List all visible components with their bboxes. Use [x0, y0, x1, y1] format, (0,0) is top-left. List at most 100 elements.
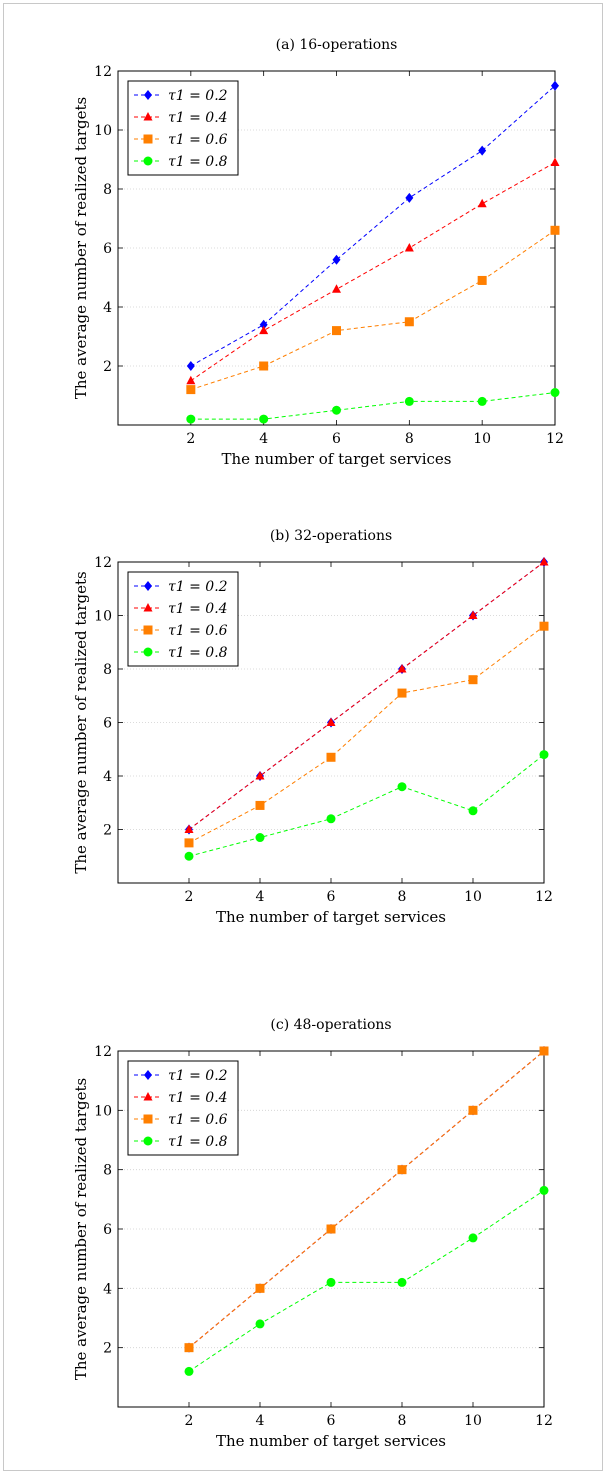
legend-marker [143, 1092, 153, 1101]
data-point [477, 275, 487, 285]
x-axis-title: The number of target services [216, 908, 446, 926]
x-tick-label: 10 [464, 1413, 482, 1429]
data-point [468, 1233, 478, 1243]
legend-label: τ1 = 0.8 [168, 154, 228, 170]
series-line [188, 1190, 545, 1372]
series-2 [184, 1046, 549, 1353]
data-point [332, 326, 341, 336]
y-tick-label: 2 [103, 823, 112, 839]
data-point [255, 833, 265, 843]
series-line [190, 162, 556, 382]
data-point [539, 1185, 549, 1195]
x-tick-label: 10 [464, 889, 482, 905]
legend-marker [143, 1136, 153, 1146]
data-point [326, 1277, 336, 1287]
data-point [326, 717, 336, 726]
data-point [259, 325, 269, 335]
legend-label: τ1 = 0.4 [168, 1090, 228, 1106]
data-point [397, 1277, 407, 1287]
data-point [259, 319, 268, 330]
x-tick-label: 12 [546, 431, 564, 447]
series-2 [184, 621, 549, 848]
y-tick-label: 8 [103, 182, 112, 198]
data-point [255, 771, 265, 780]
data-point [404, 317, 414, 327]
legend-marker [143, 625, 153, 635]
data-point [186, 385, 196, 395]
x-tick-label: 10 [473, 431, 491, 447]
data-point [255, 1319, 265, 1329]
series-line [188, 561, 545, 830]
data-point [477, 198, 487, 208]
series-1 [184, 557, 549, 833]
chart-panel-0: (a) 16-operations 2 4 6 8 10 12 2 4 6 8 10 12 The num… [72, 37, 564, 468]
series-3 [184, 1185, 549, 1376]
data-point [397, 782, 407, 792]
data-point [539, 750, 549, 760]
data-point [550, 157, 560, 166]
legend-marker [144, 581, 152, 591]
data-point [397, 688, 407, 698]
data-point [184, 838, 194, 848]
data-point [184, 1366, 194, 1376]
series-line [188, 1050, 545, 1349]
data-point [332, 254, 341, 265]
series-line [190, 85, 556, 367]
data-point [255, 800, 265, 810]
legend: τ1 = 0.2 τ1 = 0.4 τ1 = 0.6 τ1 = 0.8 [127, 571, 239, 667]
x-tick-label: 8 [398, 1413, 407, 1429]
series-0 [186, 80, 559, 371]
chart-title: (a) 16-operations [276, 37, 398, 53]
y-tick-label: 4 [103, 769, 112, 785]
legend-label: τ1 = 0.4 [168, 110, 228, 126]
data-point [259, 414, 269, 424]
y-axis-title: The average number of realized targets [72, 571, 90, 873]
data-point [405, 192, 414, 203]
y-tick-label: 2 [103, 359, 112, 375]
x-tick-label: 4 [259, 431, 268, 447]
data-point [551, 80, 559, 91]
series-3 [184, 750, 549, 861]
x-axis-title: The number of target services [216, 1432, 446, 1450]
data-point [468, 610, 478, 619]
y-tick-label: 6 [103, 241, 112, 257]
legend-marker [143, 156, 153, 166]
y-tick-label: 2 [103, 1341, 112, 1357]
x-tick-label: 6 [327, 889, 336, 905]
data-point [539, 557, 549, 566]
data-point [259, 361, 269, 371]
legend-marker [143, 112, 153, 121]
data-point [397, 664, 407, 673]
data-point [550, 388, 560, 398]
y-tick-label: 12 [94, 555, 112, 571]
data-point [186, 414, 196, 424]
y-tick-label: 8 [103, 662, 112, 678]
x-tick-label: 6 [332, 431, 341, 447]
series-line [190, 392, 556, 420]
data-point [326, 814, 336, 824]
series-line [188, 754, 545, 857]
y-tick-label: 6 [103, 1222, 112, 1238]
y-tick-label: 12 [94, 1044, 112, 1060]
data-point [397, 1165, 407, 1175]
data-point [184, 1343, 194, 1353]
legend-marker [144, 90, 152, 100]
y-tick-label: 10 [94, 1103, 112, 1119]
x-tick-label: 2 [185, 1413, 194, 1429]
legend-label: τ1 = 0.2 [168, 579, 228, 595]
data-point [468, 806, 478, 816]
y-tick-label: 4 [103, 1281, 112, 1297]
y-tick-label: 6 [103, 716, 112, 732]
y-tick-label: 12 [94, 64, 112, 80]
x-tick-label: 6 [327, 1413, 336, 1429]
data-point [326, 752, 336, 762]
legend-label: τ1 = 0.6 [168, 1112, 228, 1128]
legend-label: τ1 = 0.8 [168, 645, 228, 661]
data-point [255, 1283, 265, 1293]
chart-panel-2: (c) 48-operations 2 4 6 8 10 12 2 4 6 8 10 12 The num… [72, 1017, 553, 1450]
y-tick-label: 8 [103, 1163, 112, 1179]
y-axis-title: The average number of realized targets [72, 1078, 90, 1380]
y-tick-label: 4 [103, 300, 112, 316]
chart-panel-1: (b) 32-operations 2 4 6 8 10 12 2 4 6 8 10 12 The num… [72, 528, 553, 926]
